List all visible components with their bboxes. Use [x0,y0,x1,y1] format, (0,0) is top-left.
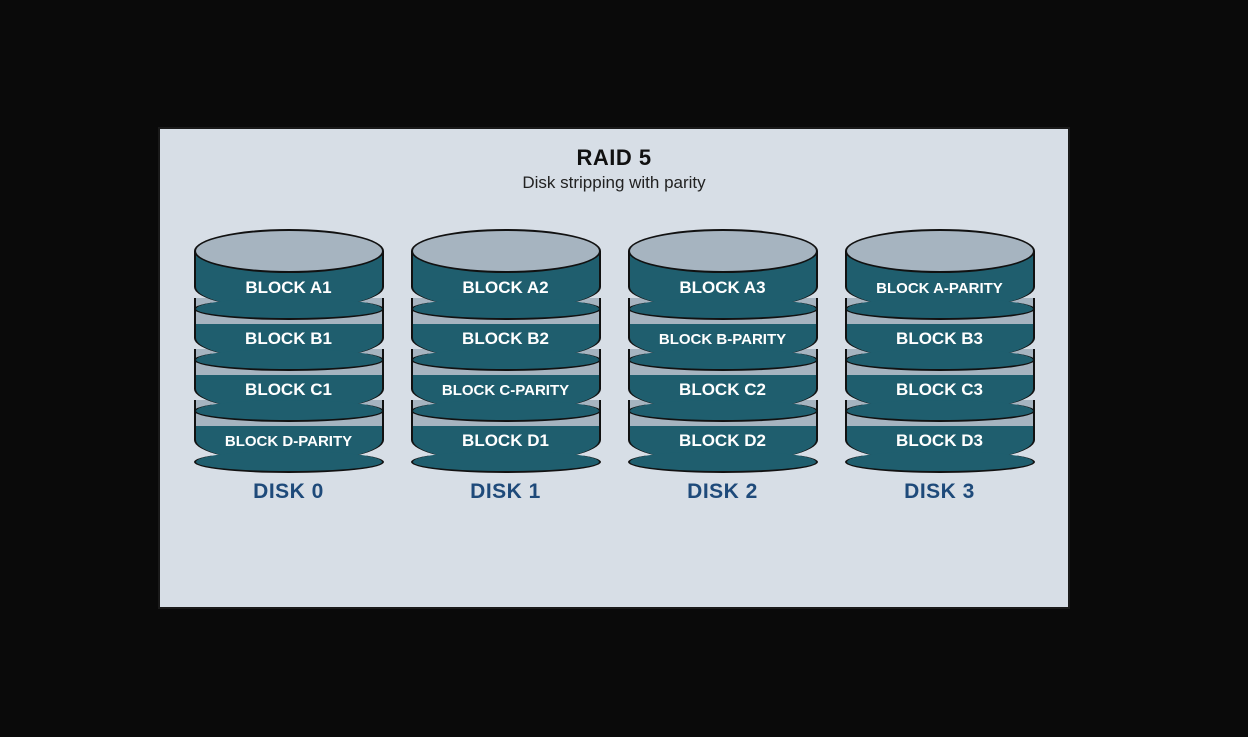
disks-row: BLOCK A1BLOCK B1BLOCK C1BLOCK D-PARITY DI… [160,229,1068,504]
cylinder-top [628,229,818,273]
disk-column: BLOCK A-PARITYBLOCK B3BLOCK C3BLOCK D3 DI… [840,229,1040,504]
cylinder-top [411,229,601,273]
disk-cylinder: BLOCK A-PARITYBLOCK B3BLOCK C3BLOCK D3 [845,229,1035,462]
disk-cylinder: BLOCK A1BLOCK B1BLOCK C1BLOCK D-PARITY [194,229,384,462]
disk-cylinder: BLOCK A3BLOCK B-PARITYBLOCK C2BLOCK D2 [628,229,818,462]
diagram-subtitle: Disk stripping with parity [160,173,1068,193]
disk-label: DISK 3 [904,480,975,504]
diagram-title: RAID 5 [160,145,1068,171]
disk-label: DISK 0 [253,480,324,504]
disk-label: DISK 1 [470,480,541,504]
disk-label: DISK 2 [687,480,758,504]
disk-column: BLOCK A1BLOCK B1BLOCK C1BLOCK D-PARITY DI… [189,229,389,504]
cylinder-top [194,229,384,273]
disk-column: BLOCK A2BLOCK B2BLOCK C-PARITYBLOCK D1 DI… [406,229,606,504]
diagram-panel: RAID 5 Disk stripping with parity BLOCK … [158,127,1070,609]
disk-cylinder: BLOCK A2BLOCK B2BLOCK C-PARITYBLOCK D1 [411,229,601,462]
disk-column: BLOCK A3BLOCK B-PARITYBLOCK C2BLOCK D2 DI… [623,229,823,504]
cylinder-top [845,229,1035,273]
